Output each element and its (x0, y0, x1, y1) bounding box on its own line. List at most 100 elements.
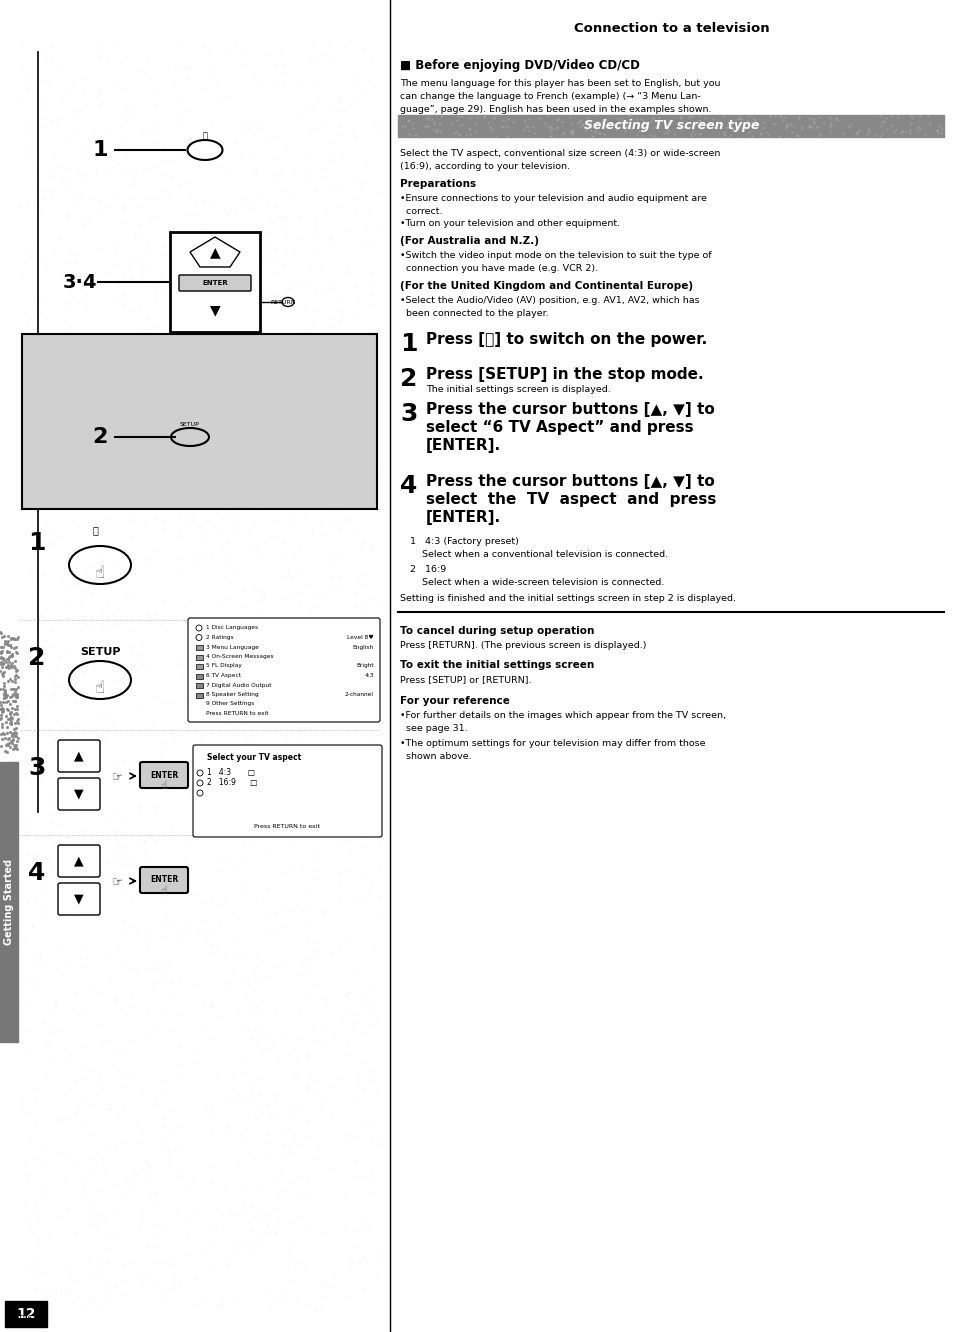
Text: Select the TV aspect, conventional size screen (4:3) or wide-screen: Select the TV aspect, conventional size … (399, 149, 720, 159)
Bar (195, 693, 203, 698)
Text: 1: 1 (399, 332, 417, 356)
Text: 3 Menu Language: 3 Menu Language (206, 645, 258, 650)
Text: Press the cursor buttons [▲, ▼] to: Press the cursor buttons [▲, ▼] to (426, 402, 714, 417)
Text: ENTER: ENTER (202, 280, 228, 286)
Text: ENTER: ENTER (150, 770, 178, 779)
Text: correct.: correct. (399, 206, 442, 216)
Text: Select when a conventional television is connected.: Select when a conventional television is… (421, 550, 667, 559)
Text: For your reference: For your reference (399, 697, 509, 706)
Text: Connection to a television: Connection to a television (574, 23, 769, 35)
Text: 6 TV Aspect: 6 TV Aspect (206, 673, 241, 678)
Text: 3: 3 (399, 402, 416, 426)
Text: ▼: ▼ (74, 892, 84, 906)
Text: Select when a wide-screen television is connected.: Select when a wide-screen television is … (421, 578, 663, 587)
Text: 5 FL Display: 5 FL Display (206, 663, 242, 669)
Text: see page 31.: see page 31. (399, 725, 467, 733)
Text: 4:3: 4:3 (364, 673, 374, 678)
Text: 1   4:3       □: 1 4:3 □ (207, 769, 254, 778)
FancyBboxPatch shape (140, 762, 188, 789)
Text: ☝: ☝ (95, 679, 105, 697)
Bar (195, 654, 203, 659)
Text: (For the United Kingdom and Continental Europe): (For the United Kingdom and Continental … (399, 281, 693, 290)
Text: 1 Disc Languages: 1 Disc Languages (206, 626, 258, 630)
Bar (170, 232, 260, 332)
Text: 2: 2 (399, 368, 416, 392)
Text: [ENTER].: [ENTER]. (426, 510, 500, 525)
Text: Level 8♥: Level 8♥ (347, 635, 374, 639)
Text: •The optimum settings for your television may differ from those: •The optimum settings for your televisio… (399, 739, 705, 749)
FancyBboxPatch shape (58, 883, 100, 915)
Text: VQT8633: VQT8633 (8, 1315, 43, 1324)
Text: Press RETURN to exit: Press RETURN to exit (253, 825, 319, 830)
Bar (5, 1301, 47, 1327)
Text: •Select the Audio/Video (AV) position, e.g. AV1, AV2, which has: •Select the Audio/Video (AV) position, e… (399, 296, 699, 305)
Text: ▲: ▲ (74, 750, 84, 762)
Text: (16:9), according to your television.: (16:9), according to your television. (399, 163, 569, 170)
Text: ☞: ☞ (112, 876, 124, 890)
Text: 2 Ratings: 2 Ratings (206, 635, 233, 639)
Text: Setting is finished and the initial settings screen in step 2 is displayed.: Setting is finished and the initial sett… (399, 594, 735, 603)
Text: ▼: ▼ (210, 302, 220, 317)
Text: SETUP: SETUP (180, 421, 200, 426)
Text: ⏻: ⏻ (92, 525, 98, 535)
FancyBboxPatch shape (58, 778, 100, 810)
Text: ☝: ☝ (160, 886, 167, 896)
Text: select  the  TV  aspect  and  press: select the TV aspect and press (426, 492, 716, 507)
Text: ▼: ▼ (74, 787, 84, 801)
Text: ENTER: ENTER (150, 875, 178, 884)
Text: 3: 3 (28, 757, 46, 781)
Text: 2   16:9: 2 16:9 (410, 565, 446, 574)
Bar (397, 115, 943, 137)
Text: [ENTER].: [ENTER]. (426, 438, 500, 453)
Text: 2: 2 (28, 646, 46, 670)
Text: been connected to the player.: been connected to the player. (399, 309, 548, 318)
FancyBboxPatch shape (140, 867, 188, 892)
Text: 3·4: 3·4 (63, 273, 97, 292)
FancyBboxPatch shape (179, 274, 251, 290)
Text: Preparations: Preparations (399, 178, 476, 189)
Text: RETURN: RETURN (270, 300, 295, 305)
Text: 8 Speaker Setting: 8 Speaker Setting (206, 693, 258, 697)
Text: Selecting TV screen type: Selecting TV screen type (583, 120, 759, 132)
FancyBboxPatch shape (58, 844, 100, 876)
Text: Press [⏻] to switch on the power.: Press [⏻] to switch on the power. (426, 332, 706, 348)
Text: select “6 TV Aspect” and press: select “6 TV Aspect” and press (426, 420, 693, 436)
Polygon shape (190, 237, 240, 266)
Text: 12: 12 (16, 1307, 35, 1321)
Bar (195, 663, 203, 669)
Text: Bright: Bright (356, 663, 374, 669)
Text: 1: 1 (92, 140, 108, 160)
Text: 9 Other Settings: 9 Other Settings (206, 702, 254, 706)
Text: 1: 1 (28, 531, 46, 555)
FancyBboxPatch shape (193, 745, 381, 836)
Text: Getting Started: Getting Started (4, 859, 14, 946)
Text: (For Australia and N.Z.): (For Australia and N.Z.) (399, 236, 538, 246)
Text: Select your TV aspect: Select your TV aspect (207, 753, 301, 762)
Text: can change the language to French (example) (→ “3 Menu Lan-: can change the language to French (examp… (399, 92, 700, 101)
Text: ⏻: ⏻ (202, 132, 208, 140)
Text: SETUP: SETUP (80, 647, 120, 657)
Text: •Turn on your television and other equipment.: •Turn on your television and other equip… (399, 218, 619, 228)
FancyBboxPatch shape (188, 618, 379, 722)
Text: ☞: ☞ (112, 771, 124, 785)
Text: 4 On-Screen Messages: 4 On-Screen Messages (206, 654, 274, 659)
Text: Press RETURN to exit: Press RETURN to exit (206, 711, 268, 717)
FancyBboxPatch shape (58, 741, 100, 773)
Bar (195, 645, 203, 650)
Text: •For further details on the images which appear from the TV screen,: •For further details on the images which… (399, 711, 725, 721)
Text: The initial settings screen is displayed.: The initial settings screen is displayed… (426, 385, 610, 394)
Bar (0, 762, 18, 1042)
Text: ▲: ▲ (210, 245, 220, 258)
Text: 4: 4 (399, 474, 416, 498)
Text: 2-channel: 2-channel (345, 693, 374, 697)
Text: 2: 2 (92, 428, 108, 448)
Text: 2   16:9      □: 2 16:9 □ (207, 778, 257, 787)
Text: ■ Before enjoying DVD/Video CD/CD: ■ Before enjoying DVD/Video CD/CD (399, 59, 639, 72)
Text: 4: 4 (28, 860, 46, 884)
Bar (22, 334, 376, 509)
Text: •Ensure connections to your television and audio equipment are: •Ensure connections to your television a… (399, 194, 706, 202)
Text: Press [SETUP] or [RETURN].: Press [SETUP] or [RETURN]. (399, 675, 531, 685)
Text: To exit the initial settings screen: To exit the initial settings screen (399, 659, 594, 670)
Text: English: English (353, 645, 374, 650)
Text: ☝: ☝ (160, 781, 167, 791)
